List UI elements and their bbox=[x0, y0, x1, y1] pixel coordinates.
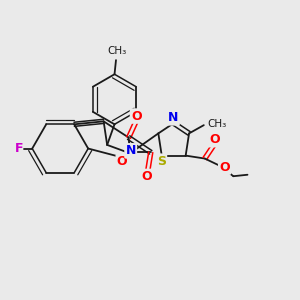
Text: O: O bbox=[131, 110, 142, 123]
Text: N: N bbox=[125, 144, 136, 157]
Text: N: N bbox=[168, 111, 178, 124]
Text: F: F bbox=[15, 142, 23, 155]
Text: O: O bbox=[209, 133, 220, 146]
Text: CH₃: CH₃ bbox=[107, 46, 126, 56]
Text: S: S bbox=[157, 155, 166, 168]
Text: O: O bbox=[142, 170, 152, 183]
Text: O: O bbox=[117, 155, 127, 168]
Text: O: O bbox=[219, 160, 230, 174]
Text: CH₃: CH₃ bbox=[208, 119, 227, 129]
